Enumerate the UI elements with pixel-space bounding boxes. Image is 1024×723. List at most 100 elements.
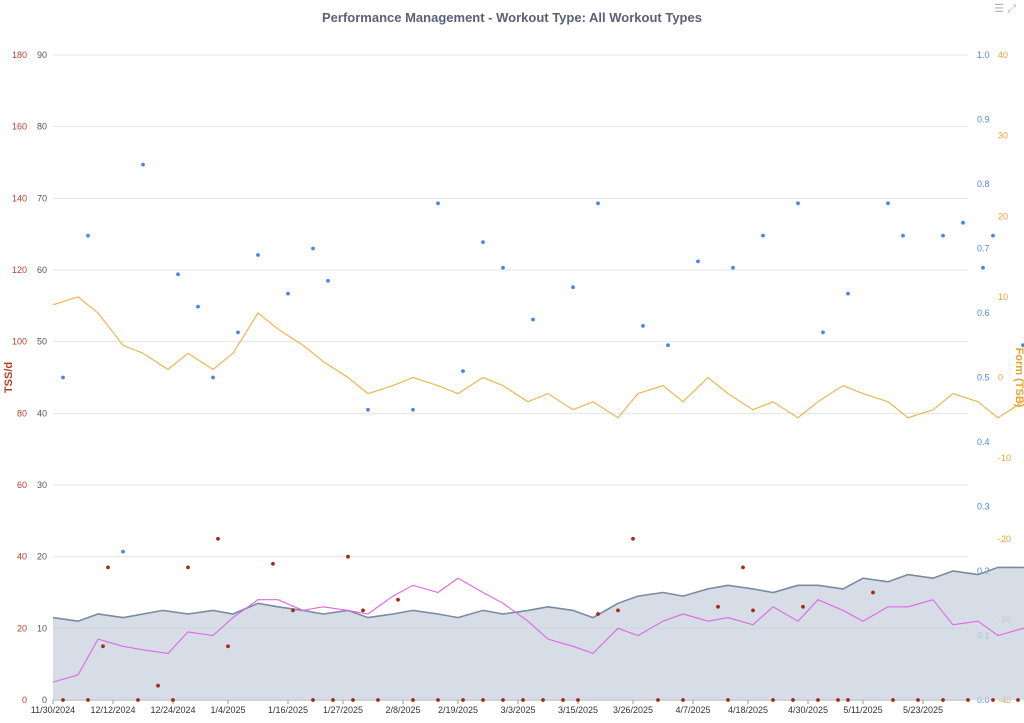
if-point [846,291,850,296]
tss-point [791,698,795,702]
x-axis-tick: 12/12/2024 [90,705,135,715]
if-point [696,259,700,264]
if-axis-tick: 1.0 [977,50,990,60]
secondary-axis-tick: 80 [37,122,47,132]
if-point [941,233,945,238]
form-axis-tick: 0 [998,373,1003,383]
tss-point [991,698,995,702]
tss-point [361,608,365,613]
if-point [236,330,240,335]
if-axis-tick: 0.4 [977,437,990,447]
secondary-axis-tick: 50 [37,337,47,347]
if-point [176,272,180,277]
x-axis-tick: 2/19/2025 [438,705,478,715]
if-point [141,162,145,167]
tss-point [101,644,105,649]
if-point [761,233,765,238]
if-point [981,265,985,270]
form-axis-title: Form (TSB) [1013,348,1024,408]
if-point [961,220,965,225]
secondary-axis-tick: 10 [37,623,47,633]
tss-point [411,698,415,702]
x-axis-tick: 4/7/2025 [675,705,710,715]
tss-point [156,683,160,688]
if-point [86,233,90,238]
x-axis-tick: 3/3/2025 [500,705,535,715]
tss-axis-tick: 0 [22,695,27,705]
if-point [326,278,330,283]
tss-point [376,698,380,702]
tss-point [726,698,730,702]
if-point [571,285,575,290]
tss-axis-tick: 40 [17,552,27,562]
if-point [821,330,825,335]
tss-point [846,698,850,702]
tss-point [331,698,335,702]
tss-point [816,698,820,702]
tss-point [836,698,840,702]
if-point [666,343,670,348]
form-axis-tick: -20 [998,534,1011,544]
if-axis-tick: 0.3 [977,502,990,512]
tss-point [346,554,350,559]
tss-point [771,698,775,702]
if-point [991,233,995,238]
tss-point [681,698,685,702]
tss-axis-tick: 100 [12,337,27,347]
tss-point [226,644,230,649]
tss-point [1016,698,1020,702]
secondary-axis-tick: 60 [37,265,47,275]
tss-point [616,608,620,613]
tss-axis-tick: 120 [12,265,27,275]
if-point [436,201,440,206]
fitness-area [53,567,1024,700]
if-point [641,324,645,328]
tss-point [186,565,190,570]
tss-point [351,698,355,702]
if-point [531,317,535,322]
secondary-axis-tick: 90 [37,50,47,60]
if-point [901,233,905,238]
fitness-line [52,566,1024,623]
if-point [481,240,485,245]
tss-point [171,698,175,702]
x-axis-tick: 5/23/2025 [903,705,943,715]
if-axis-tick: 0.7 [977,244,990,254]
tss-point [86,698,90,702]
tss-point [541,698,545,702]
tss-point [941,698,945,702]
form-axis-tick: 30 [998,131,1008,141]
secondary-axis-tick: 20 [37,552,47,562]
tss-point [596,612,600,616]
if-point [1021,343,1024,348]
tss-point [741,565,745,570]
form-axis-tick: 10 [998,292,1008,302]
if-point [596,201,600,206]
form-line [52,296,1024,419]
form-axis-tick: -10 [998,453,1011,463]
secondary-axis-tick: 70 [37,193,47,203]
tss-point [501,698,505,702]
tss-axis-tick: 160 [12,122,27,132]
tss-point [271,561,275,566]
form-axis-tick: 20 [998,211,1008,221]
tss-axis-tick: 80 [17,408,27,418]
tss-point [396,597,400,602]
if-axis-tick: 0.2 [977,566,990,576]
tss-point [481,698,485,702]
tss-point [916,698,920,702]
tss-point [561,698,565,702]
tss-point [136,698,140,702]
tss-axis-title: TSS/d [3,362,15,393]
tss-axis-tick: 20 [17,623,27,633]
chart-menu-icon[interactable]: ☰ ⤢ [994,3,1016,15]
secondary-axis-tick: 40 [37,408,47,418]
chart-title: Performance Management - Workout Type: A… [322,10,702,25]
x-axis-tick: 1/27/2025 [323,705,363,715]
tss-point [216,536,220,541]
tss-point [291,608,295,613]
secondary-axis-tick: 0 [42,695,47,705]
tss-axis-tick: 60 [17,480,27,490]
tss-point [891,698,895,702]
